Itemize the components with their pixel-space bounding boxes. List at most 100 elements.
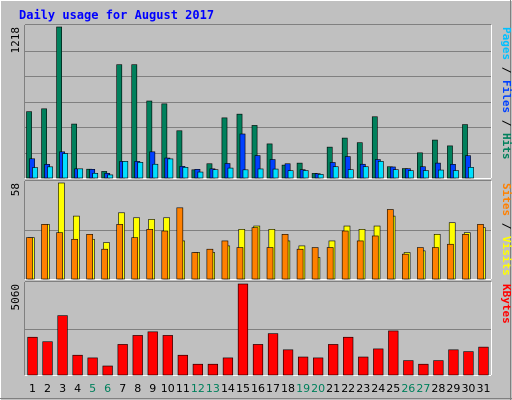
bar-kbytes-day-20 [313, 357, 324, 376]
x-tick-label-day-5: 5 [89, 382, 96, 395]
bar-hits-day-29 [447, 145, 453, 179]
bar-kbytes-day-13 [207, 363, 219, 376]
bar-hits-day-16 [251, 125, 258, 179]
bar-pages-day-18 [287, 170, 294, 179]
x-tick-label-day-18: 18 [281, 382, 295, 395]
bar-sites-day-20 [311, 247, 319, 280]
bar-hits-day-3 [56, 26, 62, 179]
bar-kbytes-day-22 [343, 336, 354, 376]
bar-sites-day-3 [56, 232, 63, 280]
side-legend-segment: Sites [500, 183, 512, 216]
bar-pages-day-7 [122, 161, 129, 179]
x-tick-label-day-28: 28 [431, 382, 445, 395]
series-pages [32, 153, 474, 179]
x-tick-label-day-26: 26 [401, 382, 415, 395]
bar-sites-day-15 [236, 247, 244, 280]
bar-sites-day-27 [417, 247, 424, 280]
bar-hits-day-9 [146, 100, 153, 179]
side-legend-segment: KBytes [500, 284, 512, 324]
x-tick-label-day-15: 15 [236, 382, 250, 395]
bar-sites-day-17 [266, 247, 274, 280]
panel-visits-max-label: 58 [9, 183, 22, 196]
bar-hits-day-4 [71, 123, 78, 179]
bar-kbytes-day-24 [373, 348, 384, 376]
bar-kbytes-day-23 [358, 356, 369, 376]
bar-sites-day-25 [386, 209, 394, 280]
bar-kbytes-day-12 [192, 363, 203, 376]
bar-kbytes-day-4 [72, 354, 83, 376]
x-axis-day-labels: 1 2 3 4 5 6 7 8 9 10 11 12 13 14 15 16 17 18 19 20 21 22 23 24 2… [29, 382, 490, 395]
panel-kbytes-side-legend: KBytes [500, 284, 512, 324]
x-tick-label-day-10: 10 [161, 382, 175, 395]
x-tick-label-day-23: 23 [356, 382, 370, 395]
x-tick-label-day-25: 25 [386, 382, 400, 395]
bar-hits-day-11 [176, 130, 183, 179]
bar-kbytes-day-29 [448, 349, 459, 376]
bar-kbytes-day-19 [297, 356, 309, 376]
bar-sites-day-8 [131, 237, 139, 280]
side-legend-segment: / [500, 60, 512, 80]
side-legend-segment: Visits [500, 236, 512, 276]
x-tick-label-day-12: 12 [191, 382, 205, 395]
bar-sites-day-4 [71, 238, 78, 280]
x-tick-label-day-1: 1 [29, 382, 36, 395]
bar-pages-day-19 [302, 170, 309, 179]
bar-pages-day-15 [242, 169, 249, 179]
bar-files-day-22 [344, 156, 351, 179]
panel-kbytes: 5060 KBytes [9, 281, 512, 376]
panel-hits: 1218 Pages / Files / Hits [9, 24, 512, 179]
bar-kbytes-day-15 [237, 283, 249, 376]
x-tick-label-day-2: 2 [44, 382, 51, 395]
x-tick-label-day-24: 24 [371, 382, 385, 395]
bar-hits-day-27 [417, 152, 423, 179]
bar-kbytes-day-11 [177, 354, 188, 376]
x-tick-label-day-27: 27 [416, 382, 430, 395]
bar-kbytes-day-28 [433, 360, 444, 376]
side-legend-segment: Hits [500, 133, 512, 160]
bar-sites-day-5 [86, 234, 93, 280]
series-files [29, 133, 471, 179]
bar-pages-day-21 [332, 166, 339, 179]
bar-pages-day-14 [227, 167, 234, 179]
bar-files-day-17 [269, 159, 276, 179]
x-tick-label-day-16: 16 [251, 382, 265, 395]
bar-hits-day-2 [41, 108, 47, 179]
bar-pages-day-27 [423, 170, 429, 179]
x-tick-label-day-31: 31 [476, 382, 490, 395]
x-tick-label-day-19: 19 [296, 382, 310, 395]
bar-files-day-16 [254, 155, 261, 179]
bar-sites-day-29 [447, 243, 454, 280]
bar-pages-day-22 [347, 169, 354, 179]
bar-sites-day-23 [356, 240, 364, 280]
bar-files-day-15 [239, 133, 246, 179]
x-tick-label-day-21: 21 [326, 382, 340, 395]
bar-pages-day-30 [468, 167, 474, 179]
bar-pages-day-6 [107, 174, 114, 179]
bar-kbytes-day-21 [328, 344, 339, 376]
bar-pages-day-26 [408, 170, 414, 179]
bar-hits-day-14 [221, 117, 228, 179]
panel-hits-background [25, 25, 491, 178]
bar-sites-day-2 [41, 224, 48, 280]
bar-kbytes-day-25 [388, 330, 399, 376]
bar-kbytes-day-14 [222, 357, 234, 376]
panel-hits-max-label: 1218 [9, 27, 22, 54]
panel-hits-side-legend: Pages / Files / Hits [500, 27, 512, 160]
bar-hits-day-24 [371, 116, 378, 179]
bar-sites-day-21 [326, 247, 334, 280]
bar-pages-day-23 [362, 166, 369, 179]
bar-sites-day-19 [296, 248, 304, 280]
side-legend-segment: / [500, 113, 512, 133]
bar-hits-day-23 [356, 142, 363, 179]
bar-sites-day-11 [176, 207, 184, 280]
series-kbytes [27, 283, 489, 376]
bar-pages-day-20 [317, 174, 324, 179]
bar-kbytes-day-27 [418, 363, 429, 376]
panel-visits-side-legend: Sites / Visits [500, 183, 512, 276]
bar-pages-day-9 [152, 163, 159, 179]
bar-hits-day-28 [432, 139, 438, 179]
bar-kbytes-day-8 [132, 335, 143, 376]
x-tick-label-day-6: 6 [104, 382, 111, 395]
bar-sites-day-1 [26, 237, 33, 280]
bar-sites-day-13 [206, 248, 214, 280]
